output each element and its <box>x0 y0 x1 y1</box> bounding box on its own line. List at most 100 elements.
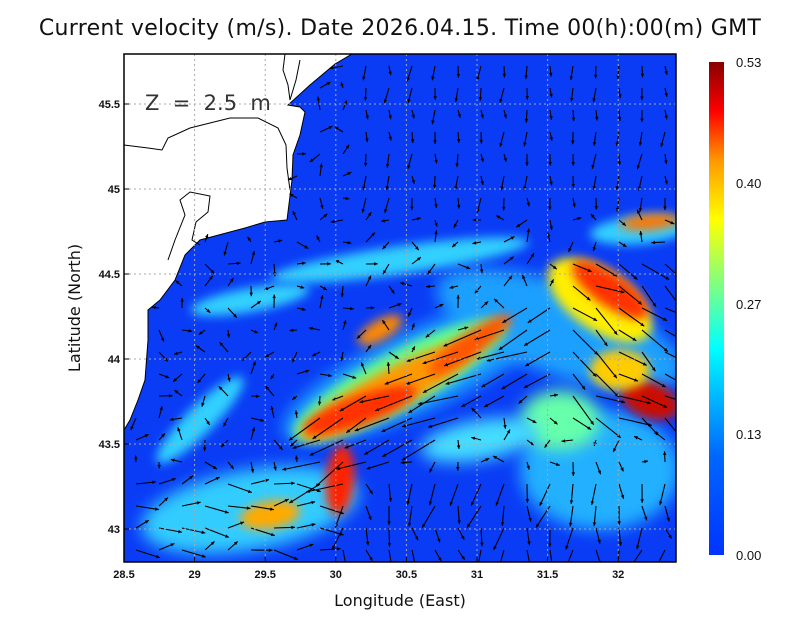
velocity-arrow <box>227 505 251 509</box>
arrow-head <box>535 523 540 528</box>
arrow-head <box>365 138 369 143</box>
arrow-head <box>634 436 639 440</box>
arrow-head <box>571 140 575 145</box>
arrow-head <box>617 521 621 525</box>
arrow-head <box>383 270 387 275</box>
arrow-head <box>526 228 531 233</box>
arrow-head <box>664 115 668 120</box>
arrow-head <box>638 207 643 212</box>
arrow-head <box>268 548 273 552</box>
arrow-head <box>164 497 169 502</box>
arrow-head <box>485 458 490 462</box>
arrow-head <box>323 213 328 218</box>
arrow-head <box>327 262 331 266</box>
velocity-arrow <box>539 483 551 507</box>
arrow-head <box>555 462 560 466</box>
arrow-head <box>500 522 505 526</box>
colorbar-tick-label: 0.40 <box>736 176 761 191</box>
arrow-head <box>249 292 253 297</box>
arrow-head <box>165 374 170 379</box>
velocity-arrow <box>618 417 652 427</box>
arrow-head <box>385 163 390 168</box>
velocity-arrow <box>282 461 321 471</box>
arrow-head <box>637 300 642 305</box>
arrow-head <box>429 468 433 473</box>
arrow-head <box>471 436 476 441</box>
x-tick-label: 28.5 <box>113 569 134 581</box>
velocity-arrow <box>523 329 551 347</box>
arrow-head <box>497 567 500 571</box>
arrow-head <box>205 234 209 239</box>
velocity-heat-blobs <box>141 213 676 554</box>
arrow-head <box>364 451 369 455</box>
arrow-head <box>647 400 652 405</box>
arrow-head <box>366 466 371 470</box>
arrow-head <box>270 507 274 511</box>
arrow-head <box>316 235 320 240</box>
arrow-head <box>668 534 672 539</box>
velocity-arrow <box>636 527 643 550</box>
arrow-head <box>664 180 668 185</box>
velocity-arrow <box>204 505 229 514</box>
arrow-head <box>461 535 465 540</box>
velocity-arrow <box>549 549 553 562</box>
arrow-head <box>615 142 619 147</box>
arrow-head <box>640 499 644 503</box>
colorbar-ticks: 0.53 0.40 0.27 0.13 0.00 <box>736 55 761 563</box>
velocity-blob <box>620 213 676 231</box>
arrow-head <box>384 209 388 214</box>
velocity-arrow <box>384 373 413 385</box>
arrow-head <box>479 139 484 144</box>
arrow-head <box>461 555 465 560</box>
y-tick-label: 45 <box>108 184 120 196</box>
arrow-head <box>663 206 667 211</box>
velocity-arrow <box>618 395 652 405</box>
velocity-arrow <box>336 461 367 470</box>
arrow-head <box>406 501 411 505</box>
arrow-head <box>246 506 251 510</box>
arrow-head <box>272 294 276 299</box>
arrow-head <box>524 75 528 80</box>
arrow-head <box>642 362 647 366</box>
arrow-head <box>229 278 234 282</box>
arrow-head <box>215 477 220 481</box>
arrow-head <box>336 466 341 471</box>
arrow-head <box>400 460 405 465</box>
arrow-head <box>291 481 295 486</box>
arrow-head <box>411 114 415 119</box>
arrow-head <box>654 568 657 572</box>
velocity-arrow <box>633 549 643 562</box>
arrow-head <box>495 501 499 506</box>
arrow-head <box>152 305 156 310</box>
arrow-head <box>592 246 596 251</box>
arrow-head <box>388 136 392 141</box>
arrow-head <box>494 298 498 303</box>
arrow-head <box>484 301 489 306</box>
colorbar-tick-label: 0.27 <box>736 297 761 312</box>
arrow-head <box>622 243 627 247</box>
arrow-head <box>613 374 617 379</box>
arrow-head <box>594 205 598 210</box>
arrow-head <box>590 420 594 425</box>
arrow-head <box>455 163 459 168</box>
y-tick-label: 44 <box>108 354 121 366</box>
arrow-head <box>418 401 423 406</box>
arrow-head <box>680 437 684 441</box>
velocity-arrow <box>641 307 668 322</box>
arrow-head <box>472 218 477 222</box>
arrow-head <box>340 82 344 87</box>
velocity-arrow <box>572 351 597 378</box>
velocity-arrow <box>250 505 274 511</box>
velocity-arrow <box>315 461 344 488</box>
arrow-head <box>388 498 393 502</box>
arrow-head <box>636 545 640 550</box>
arrow-head <box>552 265 557 270</box>
arrow-head <box>284 499 289 503</box>
arrow-head <box>367 275 371 280</box>
y-tick-label: 43.5 <box>99 439 120 451</box>
arrow-head <box>524 342 529 346</box>
arrow-head <box>374 262 378 266</box>
arrow-head <box>300 285 305 289</box>
arrow-head <box>422 523 426 528</box>
arrow-head <box>499 99 503 103</box>
